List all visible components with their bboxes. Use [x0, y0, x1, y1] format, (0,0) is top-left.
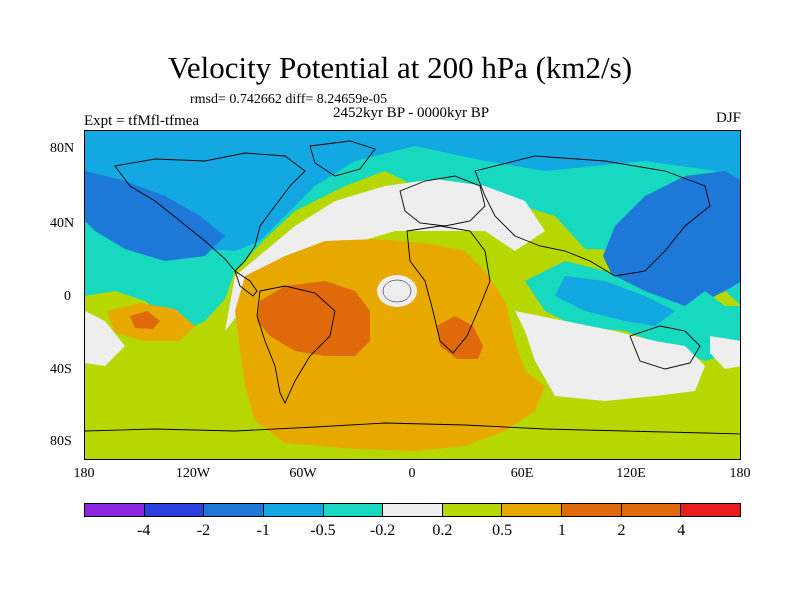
- asia-outline: [474, 155, 711, 277]
- field-north-mid-negative: [85, 131, 740, 251]
- lat-label-80s: 80S: [50, 434, 72, 449]
- season-label: DJF: [715, 110, 741, 126]
- colorbar-swatch: [204, 504, 264, 516]
- stats-line: rmsd= 0.742662 diff= 8.24659e-05: [190, 92, 388, 107]
- lat-label-40n: 40N: [50, 216, 75, 231]
- field-indian-mid-negative: [555, 276, 675, 326]
- lat-label-40s: 40S: [50, 362, 72, 377]
- colorbar-label: 0.2: [432, 522, 453, 539]
- colorbar-swatch: [323, 504, 384, 516]
- velocity-potential-map: [85, 131, 740, 459]
- colorbar-label: -4: [137, 522, 151, 539]
- colorbar-label: 2: [617, 522, 626, 539]
- map-title: Velocity Potential at 200 hPa (km2/s): [167, 50, 633, 85]
- period-label: 2452kyr BP - 0000kyr BP: [332, 105, 490, 121]
- field-neutral-pacific-west: [85, 311, 125, 366]
- colorbar-label: -0.5: [310, 522, 336, 539]
- antarctica-outline: [85, 422, 740, 435]
- australia-outline: [629, 325, 701, 370]
- colorbar-label: 0.5: [492, 522, 513, 539]
- coastlines: [85, 140, 740, 435]
- field-asia-strong-negative: [603, 171, 740, 311]
- lon-label-120e: 120E: [616, 466, 646, 481]
- field-pacific-strong-positive: [130, 311, 160, 329]
- colorbar-label: -0.2: [369, 522, 396, 539]
- lon-label-60e: 60E: [510, 466, 534, 481]
- colorbar-swatch: [442, 504, 503, 516]
- colorbar-label: 4: [677, 522, 686, 539]
- colorbar-label: -2: [196, 522, 211, 539]
- field-neutral-band: [225, 179, 545, 331]
- lon-label-120w: 120W: [175, 466, 211, 481]
- north-america-outline: [114, 152, 306, 272]
- lat-label-80n: 80N: [50, 141, 75, 156]
- field-north-strong-negative-west: [85, 171, 225, 261]
- colorbar-label: 1: [557, 522, 566, 539]
- colorbar-label: -1: [256, 522, 270, 539]
- colorbar-swatch: [144, 504, 205, 516]
- central-america-outline: [234, 269, 258, 297]
- colorbar: [84, 503, 741, 517]
- lon-label-180w: 180: [73, 466, 95, 481]
- colorbar-swatch: [621, 504, 682, 516]
- lon-label-0: 0: [408, 466, 416, 481]
- colorbar-swatch: [85, 504, 145, 516]
- experiment-label: Expt = tfMfl-tfmea: [84, 113, 200, 129]
- europe-outline: [399, 175, 486, 227]
- field-southamerica-strong-positive: [257, 281, 370, 356]
- south-america-outline: [256, 285, 336, 405]
- lat-label-eq: 0: [64, 289, 71, 304]
- field-neutral-south: [515, 311, 705, 401]
- field-atlantic-neutral-spot-inner: [382, 279, 412, 303]
- africa-outline: [406, 225, 491, 354]
- colorbar-swatch: [383, 504, 443, 516]
- colorbar-swatch: [502, 504, 563, 516]
- lon-label-60w: 60W: [289, 466, 317, 481]
- colorbar-swatch: [562, 504, 622, 516]
- map-panel: [84, 130, 741, 460]
- colorbar-swatch: [263, 504, 324, 516]
- colorbar-swatch: [681, 504, 741, 516]
- field-neutral-pacific-east: [710, 336, 740, 369]
- lon-label-180e: 180: [729, 466, 751, 481]
- greenland-outline: [309, 140, 376, 177]
